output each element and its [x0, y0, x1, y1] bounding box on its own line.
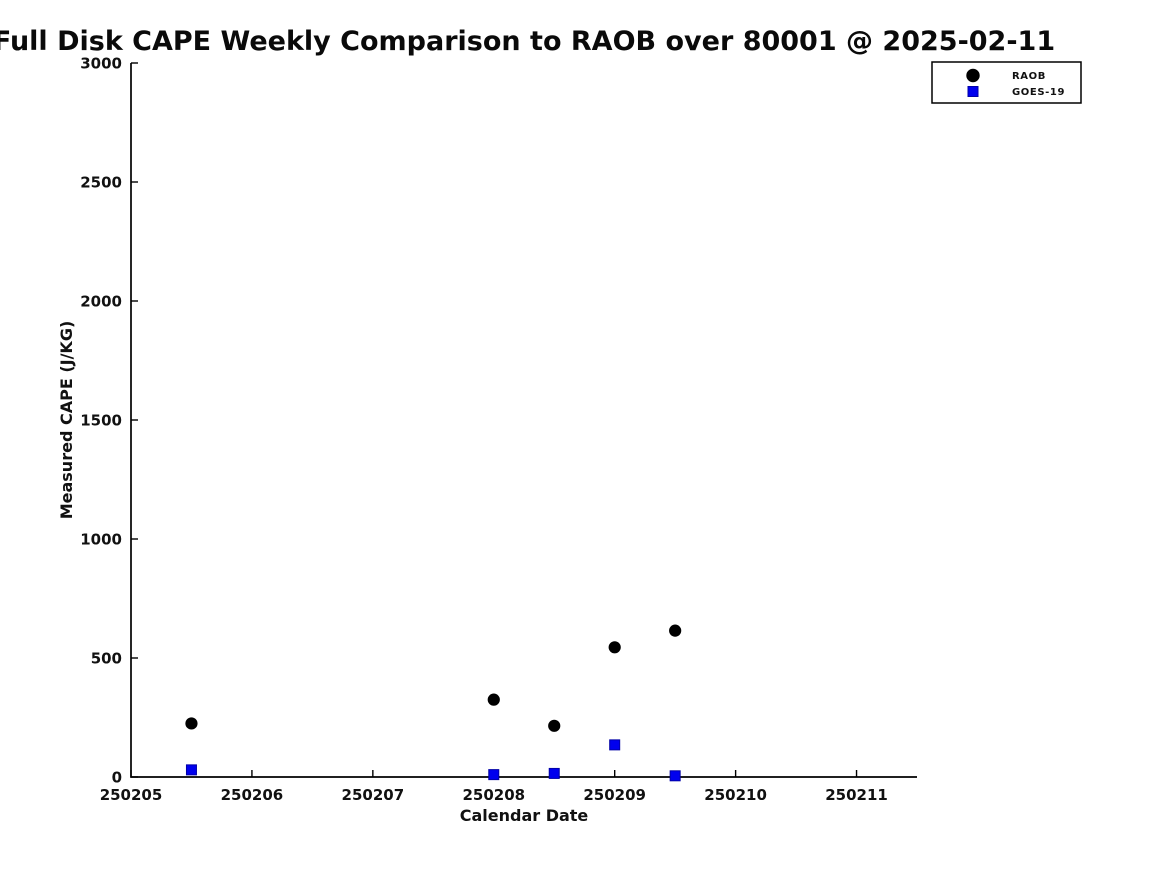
x-tick-label: 250211	[825, 786, 888, 804]
axes: 250205 250206 250207 250208 250209 250210 2502…	[80, 55, 917, 804]
x-axis-label: Calendar Date	[460, 806, 589, 825]
y-tick-label: 2000	[80, 293, 122, 311]
data-point-goes-19	[185, 764, 197, 776]
y-tick-label: 1000	[80, 531, 122, 549]
x-tick-label: 250208	[462, 786, 525, 804]
data-point-goes-19	[669, 770, 681, 782]
data-point-raob	[487, 693, 500, 706]
y-tick-label: 0	[112, 769, 122, 787]
data-point-raob	[608, 641, 621, 654]
legend: RAOB GOES-19	[931, 61, 1082, 104]
legend-box	[931, 61, 1082, 104]
x-tick-label: 250206	[221, 786, 284, 804]
legend-label-raob: RAOB	[1012, 71, 1046, 82]
data-point-raob	[669, 624, 682, 637]
data-point-goes-19	[609, 739, 621, 751]
y-tick-label: 3000	[80, 55, 122, 73]
axis-spines	[130, 63, 917, 778]
legend-marker-goes-19-icon	[967, 86, 979, 97]
data-point-raob	[185, 717, 198, 730]
y-tick-label: 500	[91, 650, 122, 668]
legend-label-goes-19: GOES-19	[1012, 87, 1065, 98]
x-tick-label: 250210	[704, 786, 767, 804]
x-tick-label: 250205	[100, 786, 163, 804]
y-tick-label: 1500	[80, 412, 122, 430]
data-point-goes-19	[548, 767, 560, 779]
x-tick-label: 250207	[342, 786, 405, 804]
chart-title: Full Disk CAPE Weekly Comparison to RAOB…	[0, 26, 1055, 57]
data-point-raob	[548, 719, 561, 732]
y-axis-label: Measured CAPE (J/KG)	[57, 321, 76, 520]
data-points	[185, 624, 682, 782]
data-point-goes-19	[488, 769, 500, 781]
legend-marker-raob-icon	[966, 68, 980, 83]
x-tick-label: 250209	[583, 786, 646, 804]
y-tick-label: 2500	[80, 174, 122, 192]
